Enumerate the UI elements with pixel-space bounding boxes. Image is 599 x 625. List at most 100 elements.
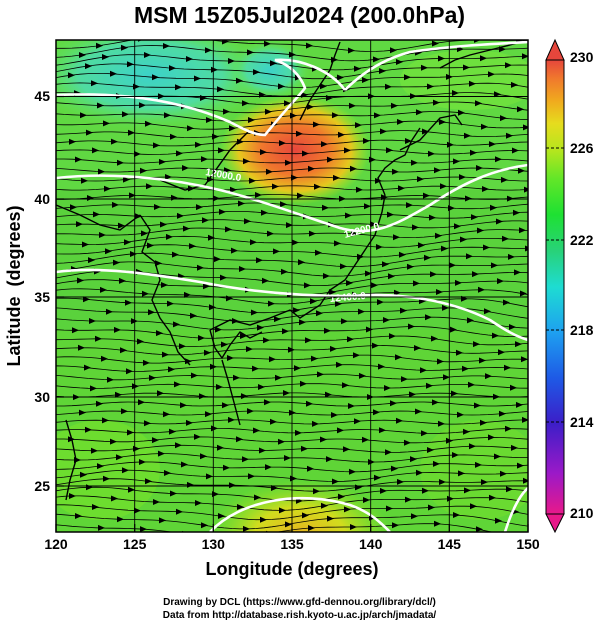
streamline-arrowhead (508, 253, 515, 260)
streamline-arrowhead (69, 493, 76, 499)
streamline-arrowhead (221, 341, 228, 348)
streamline-arrowhead (117, 516, 124, 523)
streamline-arrowhead (224, 167, 231, 174)
streamline-arrowhead (257, 324, 264, 331)
streamline-arrowhead (160, 221, 167, 228)
streamline-arrowhead (102, 417, 109, 424)
streamline-arrowhead (521, 356, 528, 363)
streamline-arrowhead (223, 464, 230, 471)
streamline-arrowhead (113, 259, 120, 266)
streamline-arrowhead (200, 453, 207, 460)
streamline-arrowhead (430, 271, 437, 278)
streamline-arrowhead (496, 218, 503, 225)
streamline-arrowhead (263, 337, 270, 344)
colorbar-gradient (545, 59, 565, 515)
streamline-arrowhead (326, 456, 333, 463)
streamline-arrowhead (283, 390, 290, 396)
streamline-arrowhead (377, 299, 384, 306)
streamline-arrowhead (184, 291, 191, 298)
streamline-arrowhead (327, 156, 334, 163)
streamline-arrowhead (474, 402, 481, 409)
streamline-arrowhead (239, 266, 246, 272)
streamline-arrowhead (349, 468, 356, 475)
streamline-arrowhead (168, 366, 175, 373)
streamline-arrowhead (96, 400, 103, 407)
streamline-arrowhead (410, 456, 417, 463)
streamline-arrowhead (308, 525, 315, 531)
streamline-arrowhead (252, 365, 259, 372)
streamline-arrowhead (498, 349, 505, 356)
streamline-arrowhead (260, 149, 267, 156)
streamline (56, 45, 528, 62)
streamline-arrowhead (97, 102, 104, 109)
streamline-arrowhead (166, 233, 173, 240)
streamline-arrowhead (440, 183, 447, 190)
streamline-arrowhead (214, 256, 221, 263)
x-tick-label: 120 (44, 536, 68, 552)
streamline-arrowhead (306, 400, 313, 407)
streamline-arrowhead (89, 318, 96, 324)
streamline-arrowhead (511, 444, 518, 451)
streamline-arrowhead (423, 192, 430, 199)
streamline-arrowhead (415, 408, 422, 415)
streamline-arrowhead (241, 393, 248, 400)
streamline-arrowhead (499, 410, 506, 417)
streamline-arrowhead (265, 464, 272, 471)
streamline-arrowhead (230, 186, 237, 193)
streamline-arrowhead (199, 393, 206, 400)
wind-arrowheads (68, 40, 528, 532)
streamline-arrowhead (258, 384, 265, 390)
streamline-arrowhead (371, 282, 378, 289)
streamline-arrowhead (452, 90, 459, 96)
streamline-arrowhead (329, 289, 336, 296)
y-tick-labels: 25 30 35 40 45 (34, 88, 50, 494)
streamline-arrowhead (386, 147, 393, 154)
streamline-arrowhead (427, 447, 434, 453)
streamline-arrowhead (433, 460, 440, 467)
streamline-arrowhead (254, 494, 261, 501)
streamline-arrowhead (296, 130, 303, 137)
colorbar-upper-arrow (545, 38, 565, 61)
streamline-arrowhead (392, 522, 399, 529)
streamline-arrowhead (155, 260, 162, 267)
streamline-arrowhead (309, 230, 316, 237)
streamline-arrowhead (265, 108, 272, 115)
streamline-arrowhead (163, 411, 170, 418)
streamline (56, 244, 528, 258)
streamline-arrowhead (400, 307, 407, 314)
streamline-arrowhead (332, 112, 339, 119)
streamline-arrowhead (185, 358, 192, 365)
streamline-arrowhead (416, 109, 423, 116)
streamline-arrowhead (180, 402, 187, 409)
credit-line-data: Data from http://database.rish.kyoto-u.a… (162, 610, 437, 621)
streamline-arrowhead (243, 158, 250, 165)
streamline-arrowhead (195, 500, 202, 506)
x-tick-label: 130 (202, 536, 226, 552)
streamline-arrowhead (448, 205, 455, 212)
streamline-arrowhead (382, 261, 389, 268)
streamline-arrowhead (175, 84, 182, 91)
streamline-arrowhead (466, 253, 473, 260)
streamline-arrowhead (269, 356, 276, 363)
streamline-arrowhead (333, 174, 340, 181)
streamline-arrowhead (137, 338, 144, 345)
streamline-arrowhead (144, 52, 151, 58)
streamline-arrowhead (500, 115, 507, 122)
streamline-arrowhead (139, 102, 146, 109)
streamline-arrowhead (387, 211, 394, 218)
streamline-arrowhead (480, 55, 487, 62)
streamline-arrowhead (362, 436, 369, 443)
streamline-arrowhead (216, 384, 223, 390)
streamline-arrowhead (359, 372, 366, 379)
streamline-arrowhead (337, 74, 344, 81)
streamline-arrowhead (480, 419, 487, 426)
streamline-arrowhead (344, 147, 351, 154)
streamline-arrowhead (128, 129, 135, 136)
streamline-arrowhead (322, 204, 329, 211)
streamline-arrowhead (458, 470, 465, 477)
streamline-arrowhead (88, 257, 95, 264)
streamline-arrowhead (79, 409, 86, 416)
streamline-arrowhead (163, 43, 170, 49)
streamline-arrowhead (99, 232, 106, 238)
streamline-arrowhead (291, 174, 298, 181)
